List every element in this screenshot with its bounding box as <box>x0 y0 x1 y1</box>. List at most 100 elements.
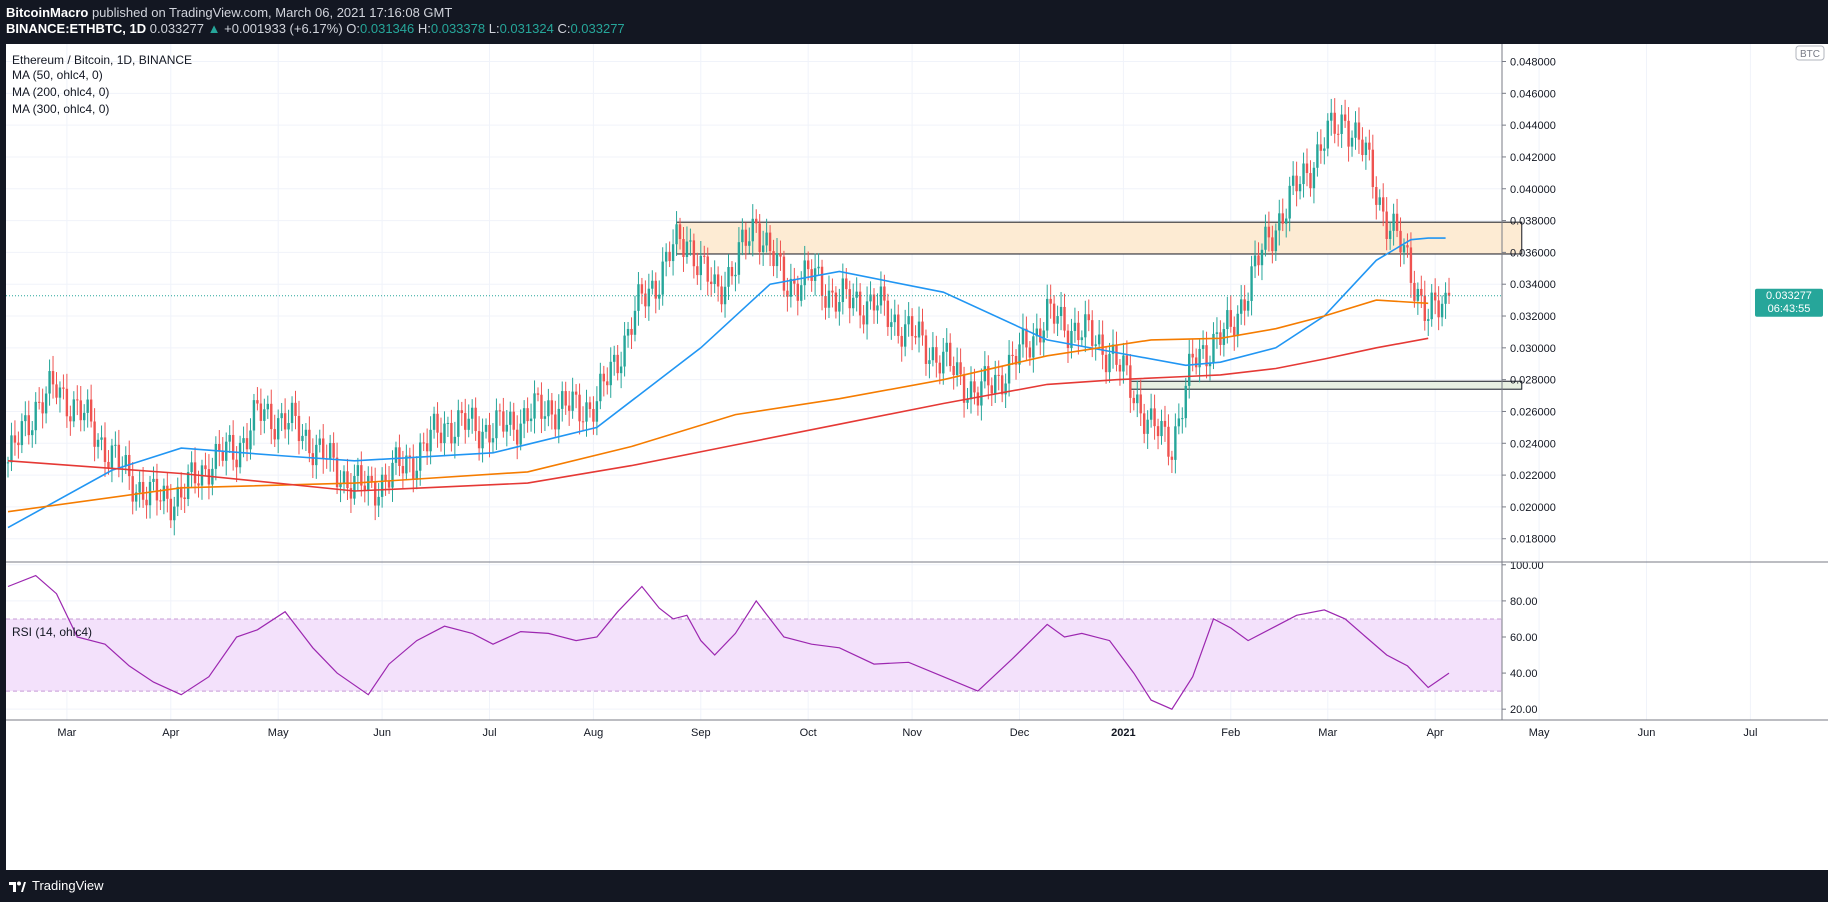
candle-body <box>1167 426 1170 457</box>
candle-body <box>1101 334 1104 355</box>
moving-averages <box>6 237 1502 529</box>
candle-body <box>595 401 599 422</box>
candle-body <box>318 438 321 445</box>
candle-body <box>1260 249 1264 266</box>
candle-body <box>301 435 304 442</box>
candle-body <box>162 485 166 502</box>
candle-body <box>481 431 484 449</box>
candle-body <box>1035 328 1039 337</box>
candle-body <box>1184 385 1187 419</box>
candle-body <box>1125 355 1129 366</box>
candle-body <box>1070 330 1073 349</box>
candle-body <box>786 290 789 297</box>
candle-body <box>249 430 252 450</box>
candle-body <box>1226 310 1229 330</box>
candle-body <box>401 465 405 474</box>
candle-body <box>1243 299 1246 311</box>
candle-body <box>709 281 713 284</box>
candle-body <box>1239 299 1243 314</box>
currency-badge[interactable]: BTC <box>1800 49 1820 60</box>
candle-body <box>928 360 931 364</box>
candle-body <box>585 402 588 422</box>
candle-body <box>83 412 86 421</box>
candle-body <box>734 274 737 277</box>
candle-body <box>270 403 273 430</box>
rsi-legend[interactable]: RSI (14, ohlc4) <box>12 625 92 639</box>
candle-body <box>308 429 311 454</box>
candle-body <box>516 429 519 445</box>
candle-body <box>110 445 114 469</box>
candle-body <box>949 342 952 367</box>
candle-body <box>1236 313 1239 337</box>
candle-body <box>838 302 841 312</box>
candle-body <box>1066 330 1070 349</box>
candle-body <box>900 335 903 347</box>
legend-ma200[interactable]: MA (200, ohlc4, 0) <box>12 85 109 99</box>
candle-body <box>841 278 845 303</box>
candle-body <box>1295 175 1298 192</box>
candle-body <box>619 366 623 374</box>
candle-body <box>41 402 44 414</box>
candle-body <box>630 328 633 335</box>
candle-body <box>1267 226 1271 238</box>
candle-body <box>412 458 415 480</box>
candle-body <box>1139 394 1142 414</box>
candle-body <box>1402 245 1406 253</box>
author-name[interactable]: BitcoinMacro <box>6 5 89 20</box>
candle-body <box>328 443 332 460</box>
close-value: 0.033277 <box>570 21 625 36</box>
chart-svg[interactable]: Mar Apr May Jun Jul Aug Sep Oct Nov Dec 2021 Feb Mar… <box>6 44 1828 870</box>
rsi-tick-label: 60.00 <box>1510 632 1538 644</box>
low-label: L: <box>488 21 500 36</box>
candle-body <box>578 394 581 422</box>
candle-body <box>917 321 921 338</box>
candle-body <box>1437 300 1440 318</box>
x-tick-label: 2021 <box>1111 727 1135 739</box>
x-tick-label: Dec <box>1010 727 1030 739</box>
candle-body <box>429 429 432 452</box>
y-tick-label: 0.048000 <box>1510 56 1556 68</box>
candle-body <box>1447 292 1451 296</box>
candle-body <box>1091 320 1094 346</box>
candle-body <box>522 408 526 424</box>
currency-badge-box[interactable] <box>1795 45 1825 61</box>
footer: TradingView <box>0 870 1828 902</box>
candle-body <box>1170 456 1174 460</box>
legend-ma300[interactable]: MA (300, ohlc4, 0) <box>12 102 109 116</box>
candle-body <box>322 438 325 459</box>
candle-body <box>297 415 301 442</box>
candle-body <box>1427 319 1430 321</box>
chart-area[interactable]: Mar Apr May Jun Jul Aug Sep Oct Nov Dec 2021 Feb Mar… <box>6 44 1828 870</box>
candle-body <box>1378 197 1381 205</box>
candle-body <box>574 391 578 395</box>
candle-body <box>228 434 231 442</box>
candle-body <box>363 485 366 492</box>
candle-body <box>883 286 886 301</box>
candle-body <box>124 454 127 467</box>
candle-body <box>550 400 554 415</box>
y-tick-label: 0.022000 <box>1510 470 1556 482</box>
candle-body <box>980 381 983 406</box>
candle-body <box>1004 383 1007 395</box>
tradingview-logo-icon <box>9 881 26 892</box>
candle-body <box>34 401 37 431</box>
y-tick-label: 0.018000 <box>1510 534 1556 546</box>
candle-body <box>969 381 973 400</box>
candle-body <box>1136 394 1139 404</box>
candle-body <box>1087 314 1090 321</box>
candle-body <box>509 411 512 425</box>
legend-ma50[interactable]: MA (50, ohlc4, 0) <box>12 68 103 82</box>
publish-header: BitcoinMacro published on TradingView.co… <box>0 0 1828 44</box>
candle-body <box>1007 354 1011 384</box>
candle-body <box>519 423 522 445</box>
candle-body <box>606 381 609 386</box>
candle-body <box>845 278 848 290</box>
candle-body <box>758 223 761 252</box>
candle-body <box>1430 292 1433 320</box>
candle-body <box>793 278 796 284</box>
candle-body <box>360 465 363 486</box>
candle-body <box>876 305 879 311</box>
tradingview-logo[interactable]: TradingView <box>8 878 104 893</box>
candle-body <box>69 416 72 422</box>
rsi-tick-label: 20.00 <box>1510 704 1538 716</box>
